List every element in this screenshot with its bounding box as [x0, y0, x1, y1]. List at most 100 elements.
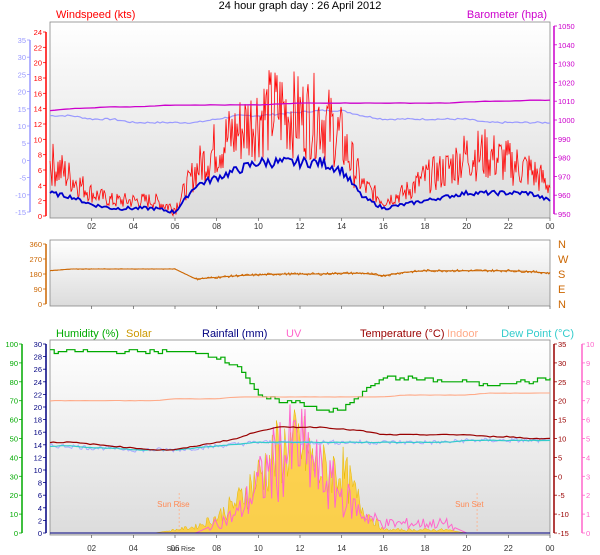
panel-1-x-tick-label: 06 — [171, 222, 180, 231]
rainfall-axis-label: 10 — [34, 466, 42, 475]
rainfall-axis-label: 16 — [34, 428, 42, 437]
wind-direction-jitter — [49, 268, 551, 281]
humidity-axis-label: 70 — [10, 397, 18, 406]
temperature-outer-axis-label: -15 — [15, 208, 26, 217]
sun-rise-axis-label: Sun Rise — [167, 546, 196, 553]
panel-1-x-tick-label: 00 — [546, 222, 555, 231]
humidity-axis-label: 90 — [10, 359, 18, 368]
windspeed-axis-label: 22 — [34, 43, 42, 52]
humidity-axis-label: 20 — [10, 491, 18, 500]
barometer-axis-label: 1020 — [558, 78, 575, 87]
direction-degree-axis-label: 270 — [29, 255, 42, 264]
temperature-outer-axis-label: 35 — [18, 36, 26, 45]
temperature-axis-label: 15 — [558, 416, 566, 425]
temperature-outer-axis-label: 0 — [22, 156, 26, 165]
direction-compass-label: S — [558, 269, 565, 281]
panel-3-x-tick-label: 04 — [129, 544, 138, 553]
temperature-outer-axis-label: 30 — [18, 53, 26, 62]
windspeed-axis-label: 4 — [38, 181, 42, 190]
legend-humidity: Humidity (%) — [56, 328, 119, 340]
humidity-series — [50, 349, 551, 413]
humidity-axis-label: 60 — [10, 416, 18, 425]
windspeed-axis-label: 6 — [38, 166, 42, 175]
humidity-axis-label: 80 — [10, 378, 18, 387]
uv-axis-label: 7 — [586, 397, 590, 406]
humidity-axis-label: 30 — [10, 472, 18, 481]
panel-1-x-tick-label: 04 — [129, 222, 138, 231]
panel-1-x-tick-label: 20 — [462, 222, 471, 231]
barometer-axis-label: 1050 — [558, 22, 575, 31]
windspeed-axis-label: 10 — [34, 135, 42, 144]
rainfall-axis-label: 24 — [34, 378, 42, 387]
temperature-axis-label: 25 — [558, 378, 566, 387]
windspeed-axis-label: 14 — [34, 105, 42, 114]
windspeed-axis-label: 18 — [34, 74, 42, 83]
uv-axis-label: 1 — [586, 510, 590, 519]
humidity-axis-label: 10 — [10, 510, 18, 519]
barometer-axis-label: 950 — [558, 210, 571, 219]
direction-compass-label: N — [558, 299, 566, 311]
direction-compass-label: W — [558, 254, 569, 266]
barometer-axis-label: 980 — [558, 154, 571, 163]
temperature-axis-label: 0 — [558, 472, 562, 481]
panel-3-background — [49, 339, 551, 536]
windspeed-axis-label: 20 — [34, 59, 42, 68]
legend-rainfall-mm: Rainfall (mm) — [202, 328, 267, 340]
rainfall-axis-label: 12 — [34, 453, 42, 462]
temperature-series — [49, 426, 551, 451]
humidity-axis-label: 50 — [10, 435, 18, 444]
rainfall-axis-label: 0 — [38, 529, 42, 538]
windspeed-axis-label: 12 — [34, 120, 42, 129]
legend-indoor: Indoor — [447, 328, 479, 340]
rainfall-axis-label: 26 — [34, 365, 42, 374]
panel-1-x-tick-label: 10 — [254, 222, 263, 231]
rainfall-axis-label: 22 — [34, 390, 42, 399]
temperature-axis-label: -10 — [558, 510, 569, 519]
humidity-axis-label: 100 — [5, 340, 18, 349]
windspeed-series — [49, 70, 551, 217]
panel-3-x-tick-label: 20 — [462, 544, 471, 553]
direction-degree-axis-label: 360 — [29, 240, 42, 249]
barometer-axis-label: 1000 — [558, 116, 575, 125]
panel-1-x-tick-label: 18 — [421, 222, 430, 231]
temperature-outer-axis-label: -5 — [19, 174, 26, 183]
uv-axis-label: 8 — [586, 378, 590, 387]
panel-3-x-tick-label: 02 — [87, 544, 96, 553]
barometer-axis-label: 960 — [558, 191, 571, 200]
panel-3-x-tick-label: 08 — [212, 544, 221, 553]
rainfall-axis-label: 2 — [38, 516, 42, 525]
panel-3-x-tick-label: 00 — [546, 544, 555, 553]
windspeed-axis-label: 24 — [34, 28, 42, 37]
windspeed-average-series — [49, 153, 551, 215]
uv-axis-label: 3 — [586, 472, 590, 481]
panel-1-x-tick-label: 16 — [379, 222, 388, 231]
indoor-series — [49, 392, 550, 402]
uv-axis-label: 0 — [586, 529, 590, 538]
direction-degree-axis-label: 180 — [29, 270, 42, 279]
barometer-legend: Barometer (hpa) — [467, 9, 547, 21]
temperature-axis-label: 10 — [558, 435, 566, 444]
barometer-axis-label: 1030 — [558, 60, 575, 69]
barometer-axis-label: 1010 — [558, 97, 575, 106]
panel-3-x-tick-label: 22 — [504, 544, 513, 553]
panel-3-x-tick-label: 14 — [337, 544, 346, 553]
graph-title: 24 hour graph day : 26 April 2012 — [219, 0, 382, 12]
temperature-axis-label: 30 — [558, 359, 566, 368]
rainfall-axis-label: 6 — [38, 491, 42, 500]
direction-degree-axis-label: 0 — [38, 300, 42, 309]
temperature-outer-axis-label: 10 — [18, 122, 26, 131]
legend-dew-point-c: Dew Point (°C) — [501, 328, 574, 340]
barometer-series — [49, 99, 551, 112]
barometer-axis-label: 1040 — [558, 41, 575, 50]
legend-solar: Solar — [126, 328, 152, 340]
panel-1-x-tick-label: 12 — [296, 222, 305, 231]
rainfall-axis-label: 14 — [34, 441, 42, 450]
rainfall-axis-label: 18 — [34, 416, 42, 425]
rainfall-axis-label: 4 — [38, 504, 42, 513]
temperature-outer-axis-label: 20 — [18, 88, 26, 97]
windspeed-axis-label: 16 — [34, 89, 42, 98]
rainfall-axis-label: 30 — [34, 340, 42, 349]
rainfall-axis-label: 28 — [34, 353, 42, 362]
panel-1-x-tick-label: 08 — [212, 222, 221, 231]
legend-temperature-c: Temperature (°C) — [360, 328, 444, 340]
